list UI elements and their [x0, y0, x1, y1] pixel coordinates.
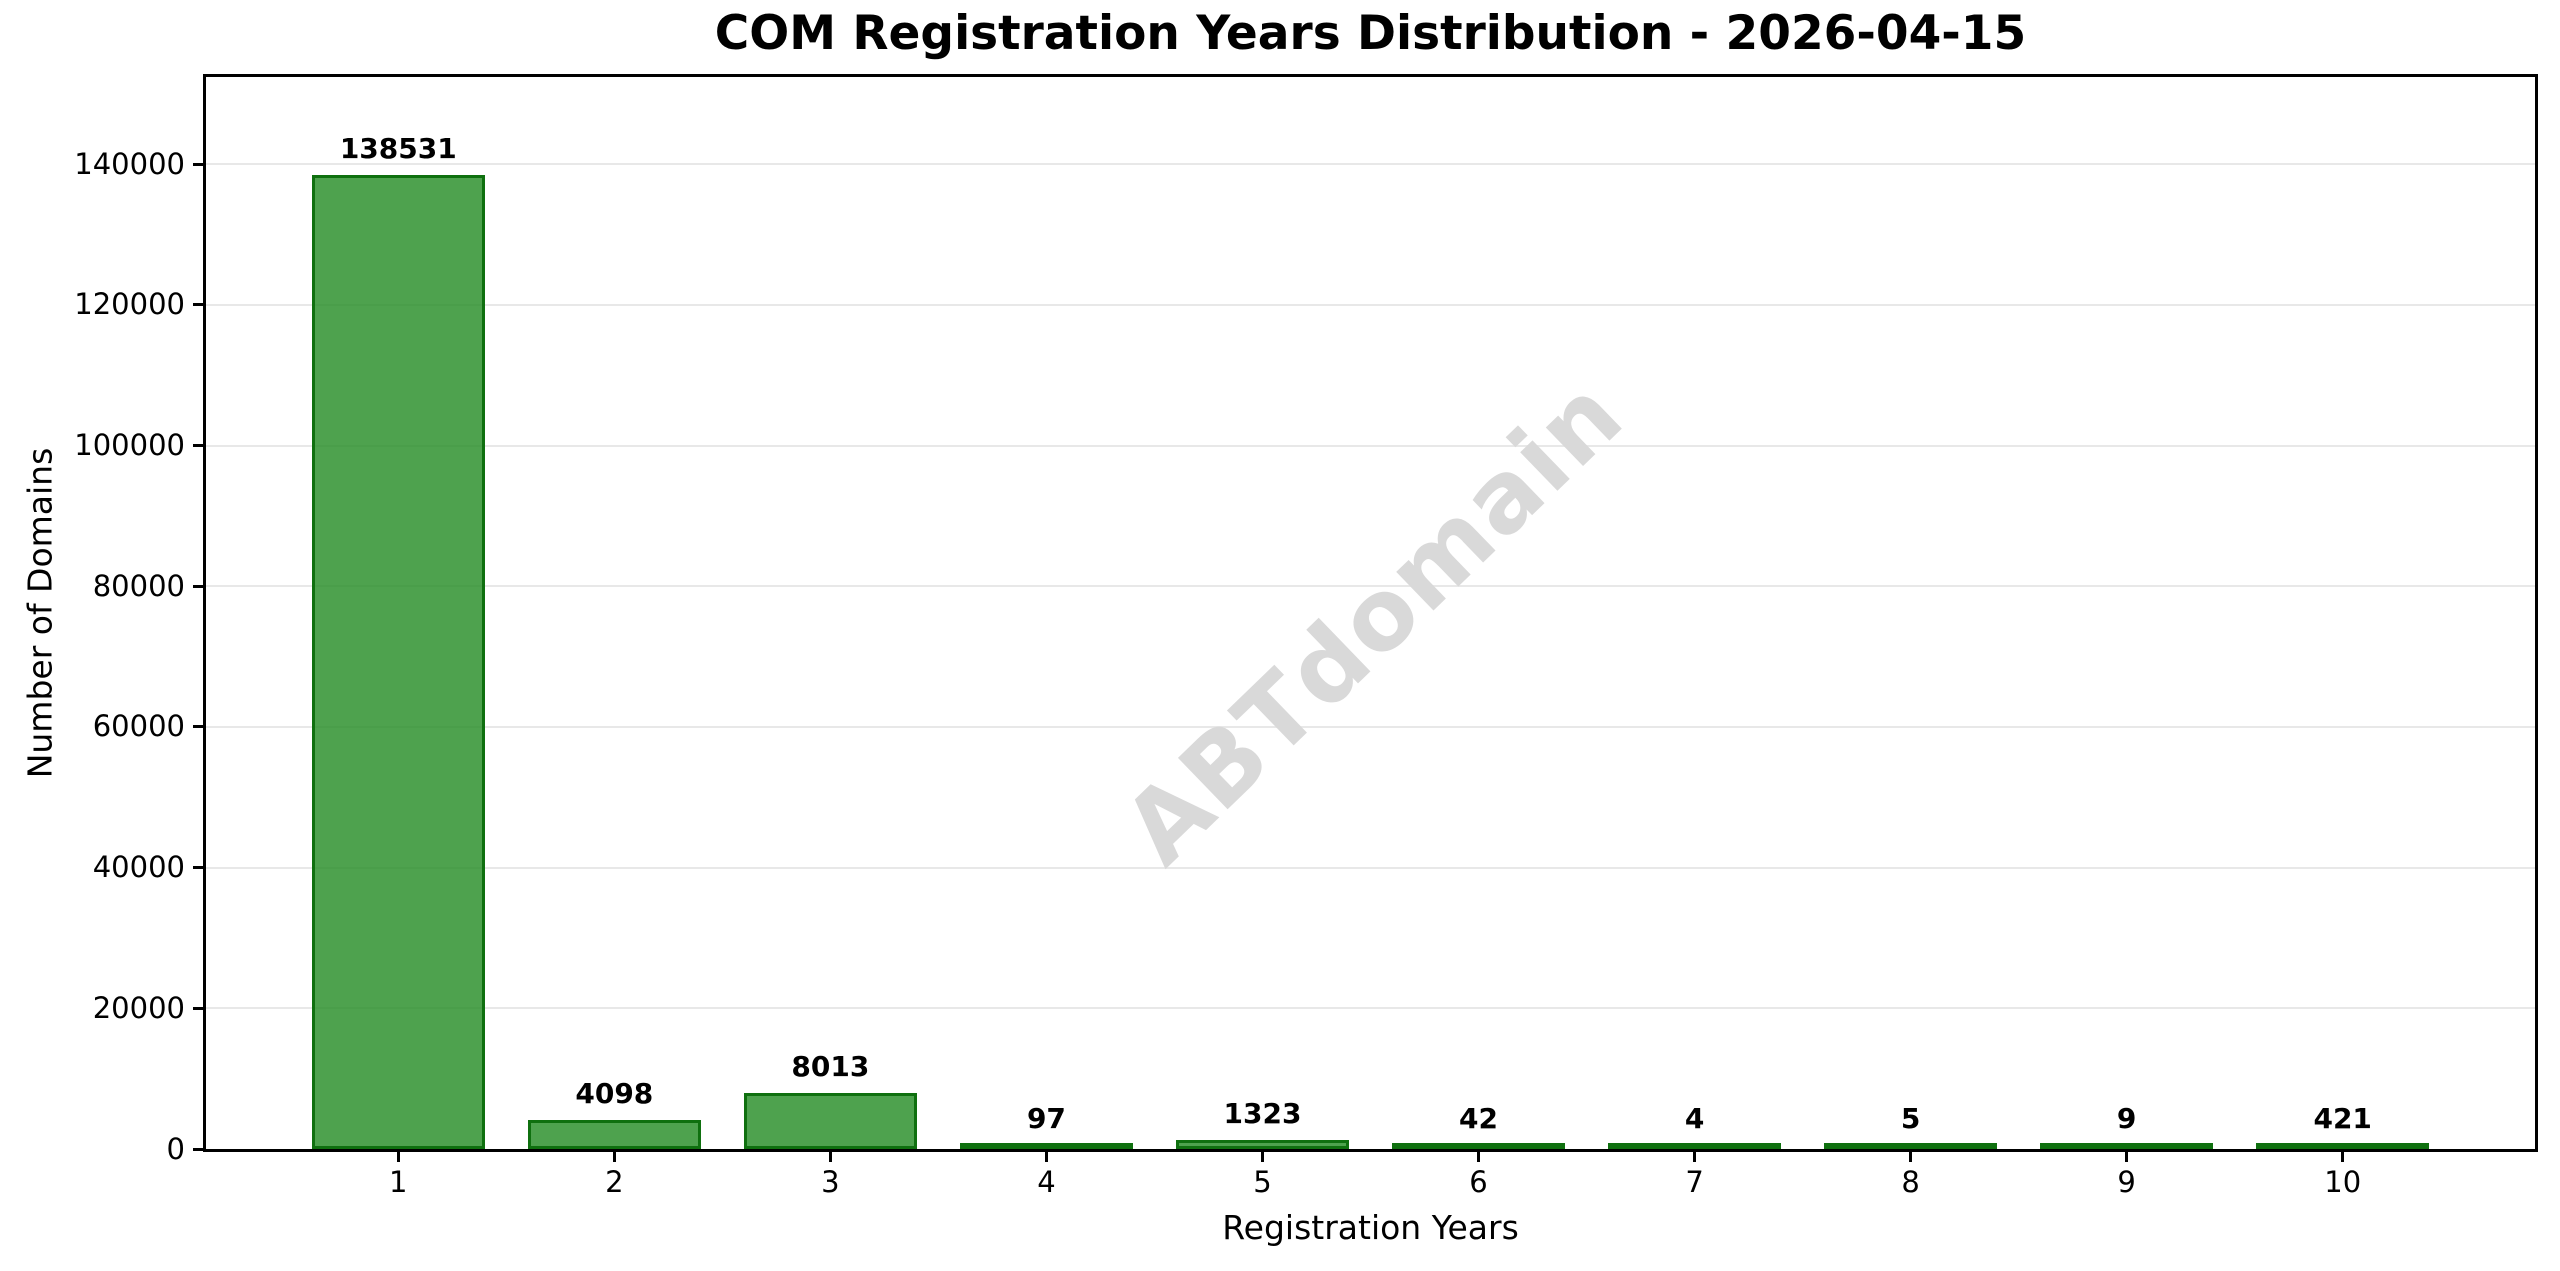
x-tick-mark [2125, 1152, 2129, 1162]
bar [2256, 1143, 2430, 1149]
x-axis-label: Registration Years [1222, 1208, 1519, 1247]
bar [1392, 1143, 1565, 1149]
y-tick-label: 40000 [92, 850, 185, 885]
x-tick-label: 9 [2117, 1165, 2136, 1199]
bar [743, 1092, 917, 1149]
x-tick-label: 4 [1037, 1165, 1056, 1199]
y-gridline [206, 585, 2535, 588]
y-gridline [206, 866, 2535, 869]
x-tick-label: 10 [2324, 1165, 2362, 1199]
bar [1176, 1139, 1349, 1149]
y-tick-mark [193, 584, 203, 588]
y-tick-mark [193, 1006, 203, 1010]
bar [527, 1120, 701, 1149]
x-tick-label: 6 [1469, 1165, 1488, 1199]
y-tick-label: 120000 [74, 287, 185, 322]
y-tick-mark [193, 444, 203, 448]
y-tick-label: 60000 [92, 709, 185, 744]
x-tick-mark [396, 1152, 400, 1162]
bar [311, 174, 485, 1149]
y-tick-mark [193, 1147, 203, 1151]
y-gridline [206, 444, 2535, 447]
y-tick-label: 80000 [92, 568, 185, 603]
x-tick-label: 5 [1253, 1165, 1272, 1199]
x-tick-mark [1260, 1152, 1264, 1162]
x-tick-mark [1044, 1152, 1048, 1162]
bar-value-label: 138531 [339, 131, 457, 165]
x-tick-label: 2 [605, 1165, 624, 1199]
x-tick-mark [2341, 1152, 2345, 1162]
bar-value-label: 97 [1026, 1102, 1066, 1135]
bar-value-label: 1323 [1223, 1096, 1302, 1130]
bar-value-label: 9 [2116, 1102, 2137, 1135]
chart-title: COM Registration Years Distribution - 20… [714, 6, 2027, 61]
bar [960, 1143, 1133, 1149]
y-tick-label: 140000 [74, 146, 185, 181]
y-tick-label: 0 [166, 1131, 185, 1166]
y-tick-mark [193, 866, 203, 870]
bar [1608, 1143, 1781, 1149]
x-tick-mark [612, 1152, 616, 1162]
y-tick-label: 20000 [92, 990, 185, 1025]
x-tick-label: 7 [1685, 1165, 1704, 1199]
bar-value-label: 421 [2313, 1102, 2372, 1135]
y-tick-mark [193, 725, 203, 729]
y-gridline [206, 1007, 2535, 1010]
x-tick-label: 1 [389, 1165, 408, 1199]
y-tick-label: 100000 [74, 428, 185, 463]
x-tick-mark [1909, 1152, 1913, 1162]
x-tick-mark [828, 1152, 832, 1162]
bar [2040, 1143, 2214, 1149]
x-tick-mark [1477, 1152, 1481, 1162]
y-gridline [206, 163, 2535, 166]
bar-value-label: 42 [1459, 1102, 1498, 1135]
y-tick-mark [193, 303, 203, 307]
bar-value-label: 4 [1684, 1102, 1705, 1135]
bar-value-label: 8013 [791, 1049, 870, 1083]
y-gridline [206, 303, 2535, 306]
plot-area: 138531 4098 8013 97 1323 42 4 5 9 421 [203, 74, 2538, 1152]
x-tick-label: 3 [821, 1165, 840, 1199]
x-tick-mark [1693, 1152, 1697, 1162]
x-tick-label: 8 [1901, 1165, 1920, 1199]
bar-value-label: 5 [1900, 1102, 1921, 1135]
bar [1824, 1143, 1998, 1149]
y-gridline [206, 725, 2535, 728]
bar-value-label: 4098 [575, 1077, 654, 1111]
y-tick-mark [193, 162, 203, 166]
